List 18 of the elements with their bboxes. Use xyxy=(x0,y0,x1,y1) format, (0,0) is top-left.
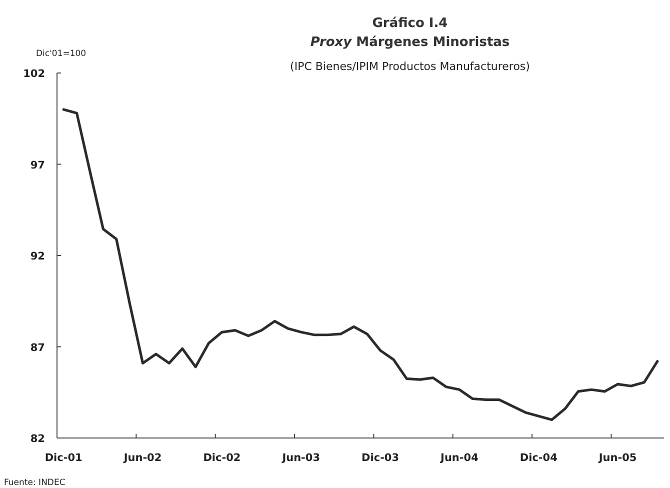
x-tick-label: Jun-05 xyxy=(598,452,637,464)
x-tick-label: Dic-04 xyxy=(520,452,558,464)
y-tick-label: 97 xyxy=(30,159,45,172)
x-tick-label: Jun-03 xyxy=(281,452,320,464)
source-note: Fuente: INDEC xyxy=(4,478,66,488)
x-tick-label: Dic-01 xyxy=(44,452,82,464)
chart-title: Gráfico I.4 Proxy Márgenes Minoristas xyxy=(310,16,510,50)
y-tick-label: 87 xyxy=(30,342,45,354)
y-tick-label: 82 xyxy=(30,433,45,445)
y-tick-label: 92 xyxy=(30,250,45,262)
y-axis-title: Dic'01=100 xyxy=(36,49,86,59)
x-tick-label: Dic-03 xyxy=(362,452,400,464)
x-tick-label: Dic-02 xyxy=(203,452,241,464)
y-tick-label: 102 xyxy=(23,68,45,80)
line-series xyxy=(62,108,659,422)
x-tick-label: Jun-04 xyxy=(440,452,478,464)
chart-subtitle: (IPC Bienes/IPIM Productos Manufactureros) xyxy=(290,60,530,73)
x-tick-label: Jun-02 xyxy=(122,452,162,464)
